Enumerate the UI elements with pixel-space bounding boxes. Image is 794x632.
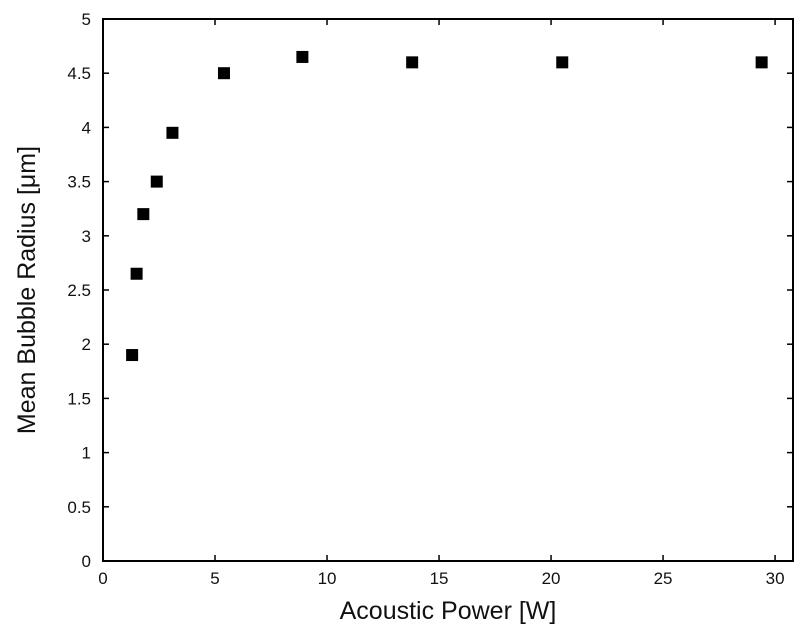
x-tick-label: 30 bbox=[766, 569, 785, 588]
data-point bbox=[137, 208, 150, 221]
y-tick-label: 5 bbox=[82, 10, 91, 29]
data-point bbox=[556, 56, 569, 69]
x-tick-label: 25 bbox=[654, 569, 673, 588]
x-tick-label: 15 bbox=[430, 569, 449, 588]
data-point bbox=[126, 349, 139, 362]
y-tick-label: 2 bbox=[82, 335, 91, 354]
data-point bbox=[296, 50, 309, 63]
y-tick-label: 0 bbox=[82, 552, 91, 571]
plot-frame bbox=[102, 18, 794, 562]
y-tick-label: 3 bbox=[82, 227, 91, 246]
data-point bbox=[166, 126, 179, 139]
x-tick-labels: 0 5 10 15 20 25 30 bbox=[98, 569, 784, 588]
x-tick-label: 0 bbox=[98, 569, 107, 588]
y-tick-label: 1 bbox=[82, 444, 91, 463]
x-tick-label: 20 bbox=[542, 569, 561, 588]
data-point bbox=[406, 56, 419, 69]
y-axis-label: Mean Bubble Radius [μm] bbox=[13, 146, 41, 434]
y-tick-label: 1.5 bbox=[67, 389, 91, 408]
data-point bbox=[130, 267, 143, 280]
data-point bbox=[755, 56, 768, 69]
x-axis-label: Acoustic Power [W] bbox=[340, 597, 557, 625]
data-points bbox=[126, 50, 768, 362]
data-point bbox=[217, 67, 230, 80]
y-tick-label: 0.5 bbox=[67, 498, 91, 517]
x-tick-label: 5 bbox=[210, 569, 219, 588]
x-tick-label: 10 bbox=[318, 569, 337, 588]
y-tick-label: 4 bbox=[82, 118, 91, 137]
y-tick-label: 4.5 bbox=[67, 64, 91, 83]
y-tick-labels: 0 0.5 1 1.5 2 2.5 3 3.5 4 4.5 5 bbox=[67, 10, 91, 571]
y-tick-label: 2.5 bbox=[67, 281, 91, 300]
data-point bbox=[150, 175, 163, 188]
ticks bbox=[102, 18, 793, 562]
y-tick-label: 3.5 bbox=[67, 173, 91, 192]
